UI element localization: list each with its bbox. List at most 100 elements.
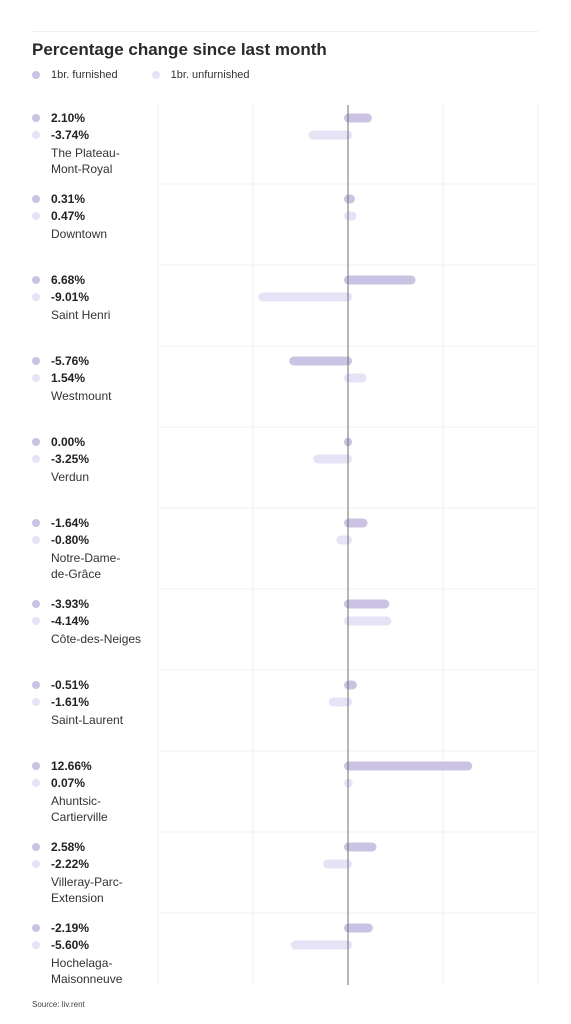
category-label-line: Saint Henri — [51, 308, 111, 322]
bar-furnished — [344, 599, 390, 609]
data-label-text: 12.66% — [51, 758, 92, 773]
category-label: Ahuntsic- Cartierville — [51, 793, 162, 825]
data-label-text: 1.54% — [51, 370, 86, 385]
series-dot — [32, 292, 40, 301]
series-dot — [32, 599, 40, 608]
series-dot — [32, 518, 40, 527]
bar-furnished — [289, 356, 352, 366]
bar-furnished — [344, 761, 473, 771]
data-label-text: 0.00% — [51, 434, 86, 449]
bar-unfurnished — [328, 697, 352, 707]
series-dot — [32, 194, 40, 203]
chart-title: Percentage change since last month — [32, 40, 327, 59]
data-label: -3.74% — [32, 126, 162, 143]
row-label: 0.31% 0.47% Downtown — [32, 190, 162, 242]
row-label: 12.66% 0.07% Ahuntsic- Cartierville — [32, 757, 162, 825]
data-label: 0.07% — [32, 774, 162, 791]
category-label-line: Westmount — [51, 389, 112, 403]
bar-unfurnished — [313, 454, 352, 464]
data-label-text: -2.22% — [51, 856, 90, 871]
data-label: 6.68% — [32, 271, 162, 288]
data-label: 1.54% — [32, 369, 162, 386]
bar-unfurnished — [290, 940, 352, 950]
series-dot — [32, 211, 40, 220]
bar-furnished — [344, 194, 355, 204]
data-label-text: 0.47% — [51, 208, 86, 223]
data-label-text: -5.76% — [51, 353, 90, 368]
data-label-text: -9.01% — [51, 289, 90, 304]
data-label: -0.80% — [32, 531, 162, 548]
row-label: -1.64% -0.80% Notre-Dame-de-Grâce — [32, 514, 162, 582]
series-dot — [32, 356, 40, 365]
bar-unfurnished — [344, 616, 392, 626]
series-dot — [32, 535, 40, 544]
data-label-text: -3.25% — [51, 451, 90, 466]
legend-dot-furnished — [32, 71, 40, 79]
category-label: Downtown — [51, 226, 162, 242]
data-label: 0.31% — [32, 190, 162, 207]
row-label: 2.10% -3.74% The Plateau- Mont-Royal — [32, 109, 162, 177]
data-label: 2.58% — [32, 838, 162, 855]
bar-furnished — [344, 113, 372, 123]
category-label-line: Côte-des-Neiges — [51, 632, 142, 646]
category-label: Côte-des-Neiges — [51, 631, 162, 647]
category-label-line: Cartierville — [51, 810, 108, 824]
data-label-text: 0.07% — [51, 775, 86, 790]
category-label: Saint-Laurent — [51, 712, 162, 728]
data-label: -1.64% — [32, 514, 162, 531]
bar-furnished — [344, 923, 373, 933]
category-label: Westmount — [51, 388, 162, 404]
bar-unfurnished — [308, 130, 352, 140]
row-label: 0.00% -3.25% Verdun — [32, 433, 162, 485]
series-dot — [32, 940, 40, 949]
bar-unfurnished — [258, 292, 352, 302]
category-label-line: Villeray-Parc- — [51, 875, 123, 889]
row-label: 6.68% -9.01% Saint Henri — [32, 271, 162, 323]
bar-furnished — [344, 275, 416, 285]
data-label-text: -4.14% — [51, 613, 90, 628]
data-label: 2.10% — [32, 109, 162, 126]
category-label: Hochelaga- Maisonneuve — [51, 955, 162, 987]
category-label: Villeray-Parc- Extension — [51, 874, 162, 906]
data-label: -9.01% — [32, 288, 162, 305]
bar-furnished — [344, 680, 357, 690]
series-dot — [32, 130, 40, 139]
series-dot — [32, 437, 40, 446]
data-label: -0.51% — [32, 676, 162, 693]
bar-furnished — [344, 518, 368, 528]
row-label: -5.76% 1.54% Westmount — [32, 352, 162, 404]
data-label-text: -3.93% — [51, 596, 90, 611]
series-dot — [32, 113, 40, 122]
category-label-line: Mont-Royal — [51, 162, 113, 176]
series-dot — [32, 778, 40, 787]
data-label: 0.00% — [32, 433, 162, 450]
legend-item-furnished: 1br. furnished — [32, 69, 118, 81]
data-label: 12.66% — [32, 757, 162, 774]
data-label: -4.14% — [32, 612, 162, 629]
bar-furnished — [344, 842, 377, 852]
data-label-text: -5.60% — [51, 937, 90, 952]
data-label-text: 0.31% — [51, 191, 86, 206]
series-dot — [32, 761, 40, 770]
series-dot — [32, 275, 40, 284]
data-label: -1.61% — [32, 693, 162, 710]
legend-label-unfurnished: 1br. unfurnished — [170, 69, 250, 81]
series-dot — [32, 697, 40, 706]
series-dot — [32, 373, 40, 382]
bar-unfurnished — [322, 859, 352, 869]
series-dot — [32, 454, 40, 463]
row-label: 2.58% -2.22% Villeray-Parc- Extension — [32, 838, 162, 906]
series-dot — [32, 842, 40, 851]
bar-unfurnished — [344, 373, 367, 383]
category-label-line: Extension — [51, 891, 104, 905]
category-label-line: Downtown — [51, 227, 108, 241]
data-label-text: -1.61% — [51, 694, 90, 709]
category-label-line: Maisonneuve — [51, 972, 123, 986]
data-label-text: -1.64% — [51, 515, 90, 530]
legend-label-furnished: 1br. furnished — [51, 69, 118, 81]
series-dot — [32, 923, 40, 932]
legend-item-unfurnished: 1br. unfurnished — [151, 69, 250, 81]
chart-legend: 1br. furnished 1br. unfurnished — [32, 69, 284, 81]
source-note: Source: liv.rent — [32, 1000, 85, 1009]
